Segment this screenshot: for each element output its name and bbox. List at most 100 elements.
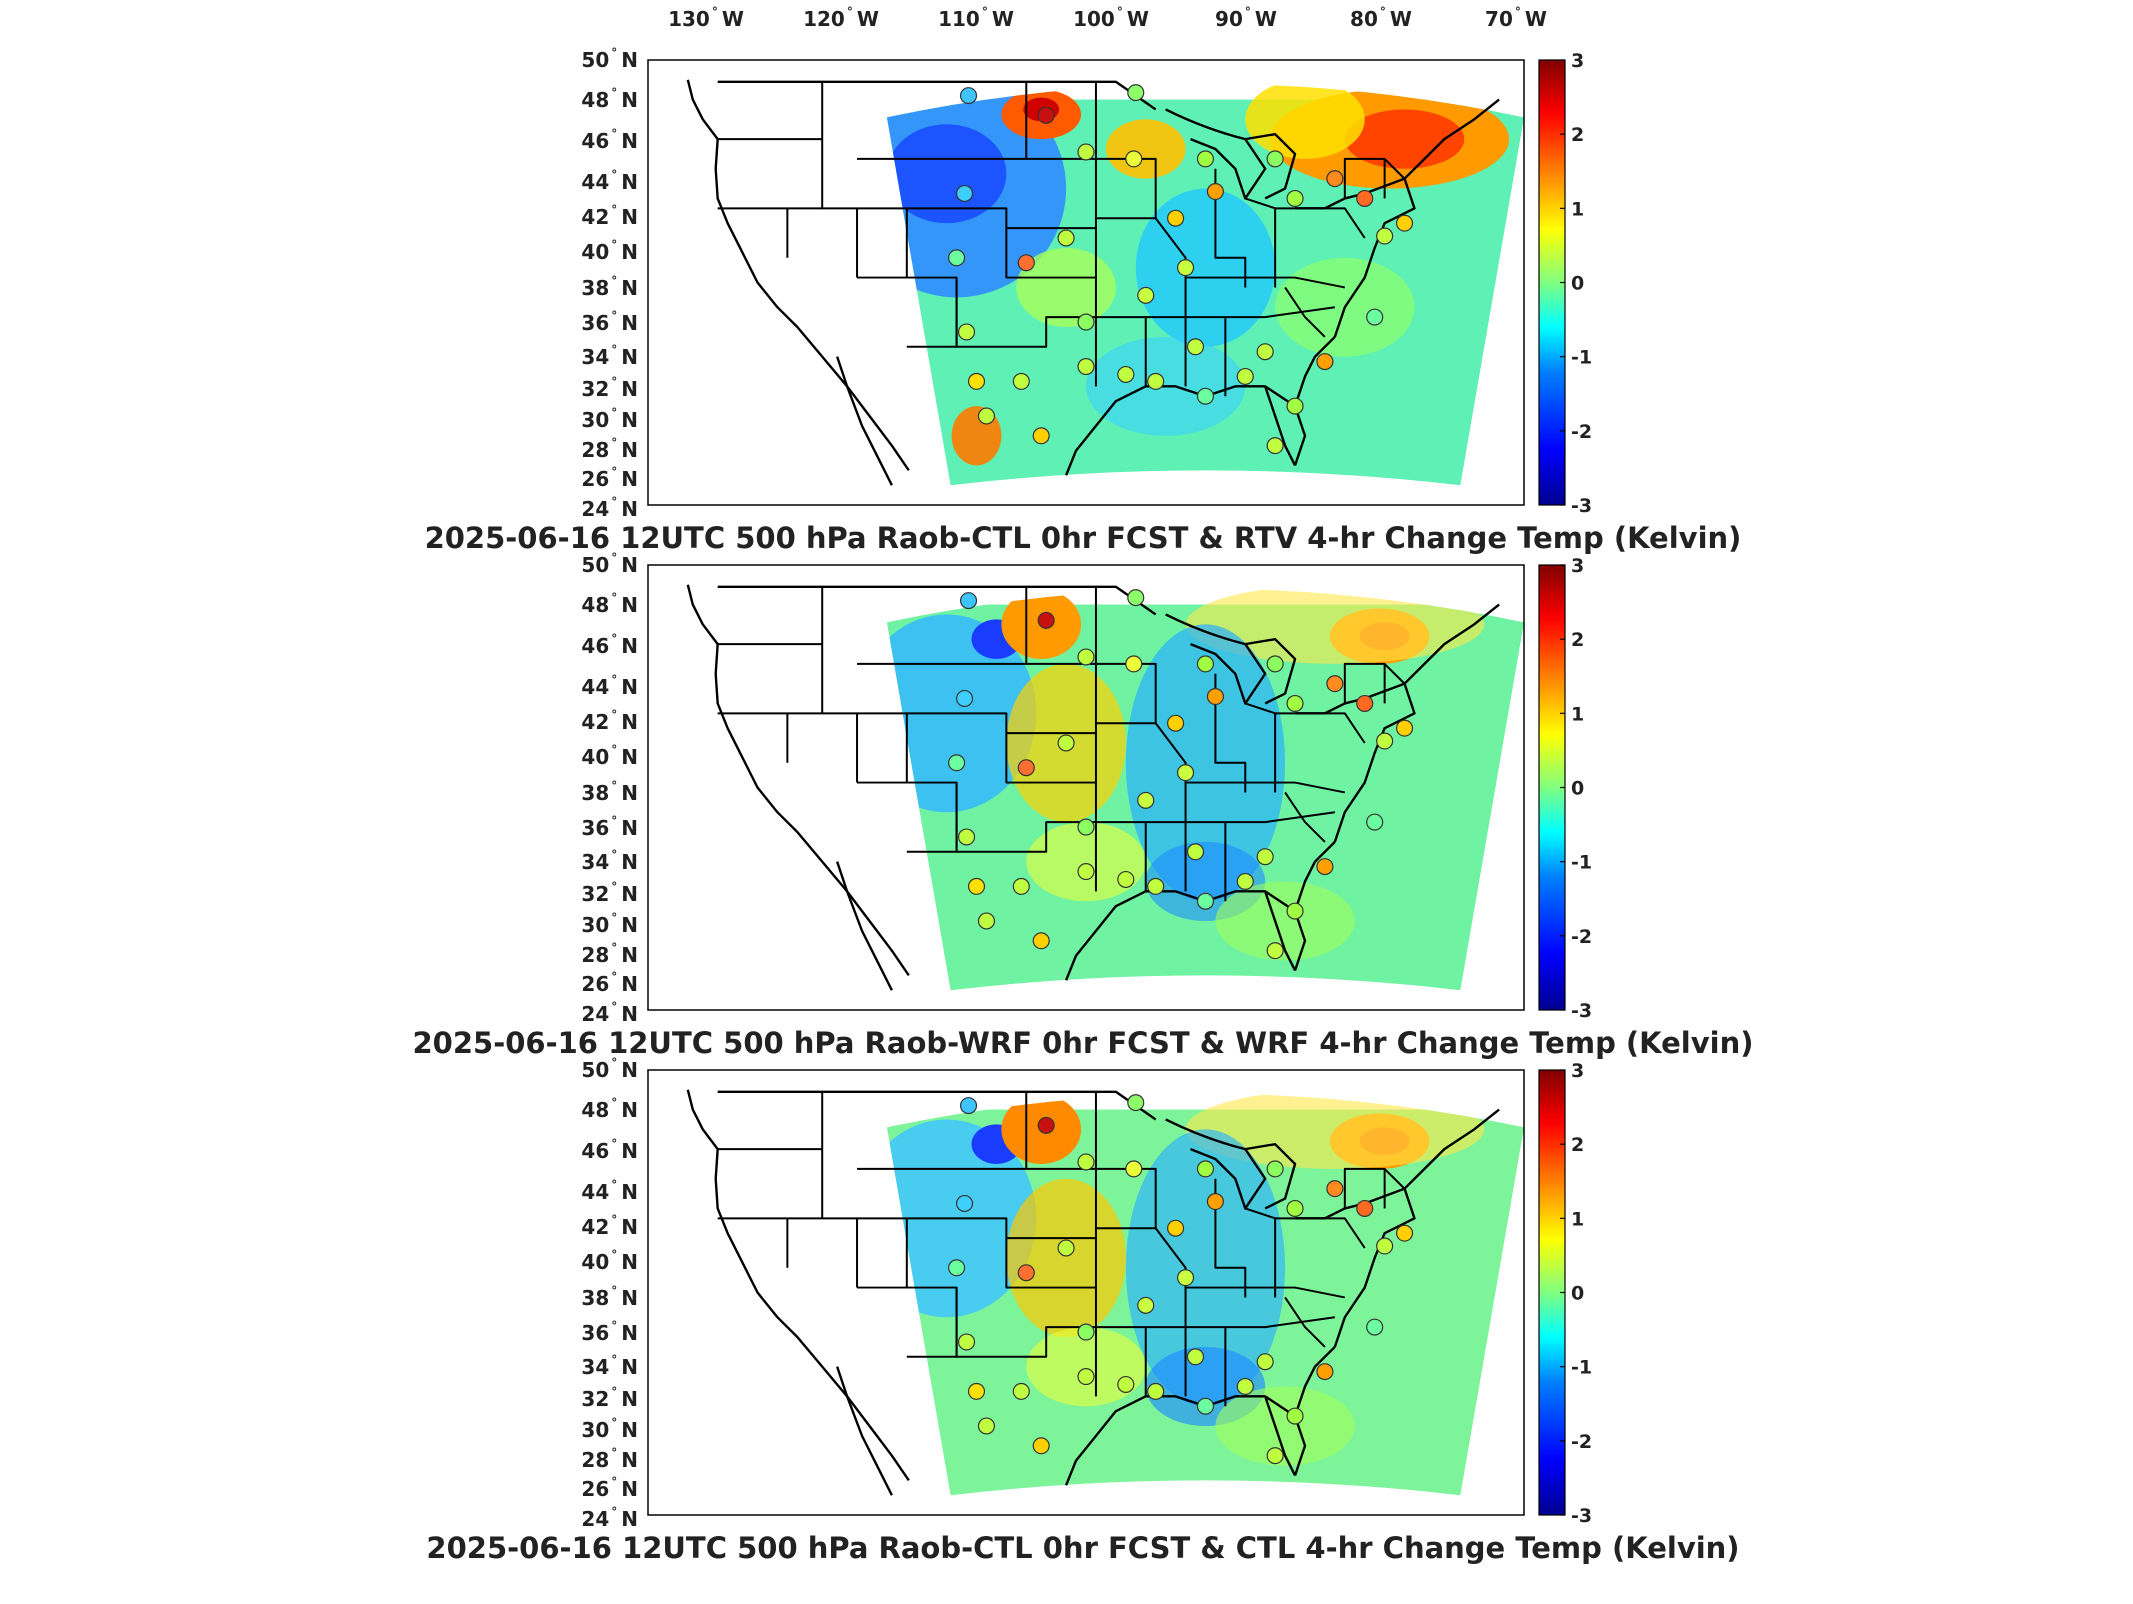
latitude-label: 48 ° N bbox=[581, 1096, 638, 1122]
latitude-label: 46 ° N bbox=[581, 632, 638, 658]
raob-station-marker bbox=[1266, 1160, 1284, 1178]
raob-station-marker bbox=[1176, 259, 1195, 277]
raob-station-marker bbox=[1167, 714, 1185, 732]
raob-station-marker bbox=[1196, 150, 1215, 168]
raob-station-marker bbox=[1137, 1296, 1155, 1314]
latitude-label: 28 ° N bbox=[581, 436, 638, 462]
raob-station-marker bbox=[1077, 1153, 1095, 1171]
latitude-label: 30 ° N bbox=[581, 1416, 638, 1442]
latitude-label: 42 ° N bbox=[581, 203, 638, 229]
raob-station-marker bbox=[957, 828, 976, 846]
raob-station-marker bbox=[1137, 791, 1155, 809]
raob-station-marker bbox=[1057, 734, 1075, 752]
map-area bbox=[647, 59, 1525, 506]
latitude-label: 26 ° N bbox=[581, 1475, 638, 1501]
colorbar-tick-label: -2 bbox=[1571, 1431, 1592, 1453]
raob-station-marker bbox=[1176, 1269, 1195, 1287]
raob-station-marker bbox=[1326, 675, 1344, 693]
raob-station-marker bbox=[1376, 732, 1394, 750]
raob-station-marker bbox=[1117, 1375, 1135, 1393]
latitude-label: 36 ° N bbox=[581, 814, 638, 840]
latitude-label: 48 ° N bbox=[581, 86, 638, 112]
map-panel: 50 ° N 48 ° N 46 ° N 44 ° N 42 ° N 40 ° N 38 ° N 36 ° N 34 ° N 32 ° N… bbox=[426, 1056, 1739, 1565]
raob-station-marker bbox=[1266, 655, 1284, 673]
latitude-label: 36 ° N bbox=[581, 309, 638, 335]
raob-station-marker bbox=[1236, 367, 1254, 385]
latitude-label: 30 ° N bbox=[581, 911, 638, 937]
raob-station-marker bbox=[1286, 694, 1304, 712]
latitude-label: 36 ° N bbox=[581, 1319, 638, 1345]
colorbar-tick-label: 3 bbox=[1571, 50, 1584, 72]
raob-station-marker bbox=[1366, 813, 1384, 831]
raob-station-marker bbox=[1017, 1264, 1035, 1282]
latitude-label: 28 ° N bbox=[581, 1446, 638, 1472]
raob-station-marker bbox=[1206, 183, 1224, 201]
raob-station-marker bbox=[959, 1097, 978, 1115]
raob-station-marker bbox=[1266, 1447, 1284, 1465]
colorbar-tick-label: 3 bbox=[1571, 1060, 1584, 1082]
raob-station-marker bbox=[1032, 1437, 1050, 1455]
latitude-label: 44 ° N bbox=[581, 673, 638, 699]
raob-station-marker bbox=[1366, 308, 1384, 326]
latitude-label: 32 ° N bbox=[581, 880, 638, 906]
map-panel: 50 ° N 48 ° N 46 ° N 44 ° N 42 ° N 40 ° N 38 ° N 36 ° N 34 ° N 32 ° N… bbox=[412, 551, 1753, 1060]
raob-station-marker bbox=[1286, 397, 1304, 415]
raob-station-marker bbox=[1147, 1382, 1165, 1400]
raob-station-marker bbox=[1125, 655, 1143, 673]
raob-station-marker bbox=[1127, 1094, 1145, 1112]
raob-station-marker bbox=[1266, 942, 1284, 960]
raob-station-marker bbox=[1176, 764, 1195, 782]
raob-station-marker bbox=[977, 1417, 996, 1435]
raob-station-marker bbox=[955, 1194, 974, 1213]
raob-station-marker bbox=[1395, 719, 1414, 737]
raob-station-marker bbox=[1127, 589, 1145, 607]
raob-station-marker bbox=[1077, 648, 1095, 666]
raob-station-marker bbox=[1012, 372, 1030, 390]
raob-station-marker bbox=[977, 912, 996, 930]
raob-station-marker bbox=[957, 1333, 976, 1351]
raob-station-marker bbox=[1057, 1239, 1075, 1257]
colorbar-tick-label: 0 bbox=[1571, 778, 1584, 800]
latitude-label: 46 ° N bbox=[581, 127, 638, 153]
raob-station-marker bbox=[1037, 1116, 1055, 1134]
longitude-label: 120 ° W bbox=[803, 5, 879, 31]
raob-station-marker bbox=[967, 877, 986, 895]
raob-station-marker bbox=[948, 754, 966, 772]
raob-station-marker bbox=[1186, 1348, 1205, 1366]
raob-station-marker bbox=[1017, 759, 1035, 777]
raob-station-marker bbox=[1037, 106, 1055, 124]
raob-station-marker bbox=[1137, 286, 1155, 304]
raob-station-marker bbox=[1266, 437, 1284, 455]
panel-title: 2025-06-16 12UTC 500 hPa Raob-WRF 0hr FC… bbox=[412, 1026, 1753, 1060]
raob-station-marker bbox=[1395, 1224, 1414, 1242]
raob-station-marker bbox=[1286, 1407, 1304, 1425]
raob-station-marker bbox=[1196, 1160, 1215, 1178]
raob-station-marker bbox=[1147, 877, 1165, 895]
latitude-label: 30 ° N bbox=[581, 406, 638, 432]
raob-station-marker bbox=[1286, 189, 1304, 207]
raob-station-marker bbox=[1147, 372, 1165, 390]
raob-station-marker bbox=[967, 1382, 986, 1400]
raob-station-marker bbox=[1376, 227, 1394, 245]
latitude-label: 50 ° N bbox=[581, 46, 638, 72]
raob-station-marker bbox=[948, 1259, 966, 1277]
colorbar-tick-label: 0 bbox=[1571, 273, 1584, 295]
latitude-label: 44 ° N bbox=[581, 1178, 638, 1204]
colorbar-tick-label: 1 bbox=[1571, 703, 1584, 725]
colorbar-tick-label: 1 bbox=[1571, 1208, 1584, 1230]
colorbar-tick-label: 2 bbox=[1571, 629, 1584, 651]
raob-station-marker bbox=[1017, 254, 1035, 272]
raob-station-marker bbox=[1326, 170, 1344, 188]
latitude-label: 24 ° N bbox=[581, 1505, 638, 1531]
raob-station-marker bbox=[1012, 1382, 1030, 1400]
map-panel: 130 ° W 120 ° W 110 ° W 100 ° W 90 ° W 80 ° W 70 ° W 50 ° N 48 ° N… bbox=[425, 5, 1742, 555]
raob-station-marker bbox=[959, 592, 978, 610]
raob-station-marker bbox=[959, 87, 978, 105]
raob-station-marker bbox=[1117, 365, 1135, 383]
raob-station-marker bbox=[1266, 150, 1284, 168]
raob-station-marker bbox=[1356, 694, 1374, 712]
raob-station-marker bbox=[1037, 611, 1055, 629]
latitude-label: 34 ° N bbox=[581, 1353, 638, 1379]
